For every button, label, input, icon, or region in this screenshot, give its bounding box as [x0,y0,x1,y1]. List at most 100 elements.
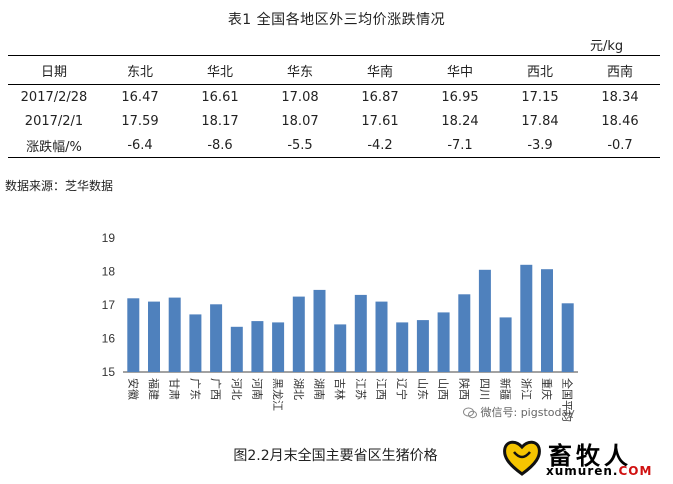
bar [499,317,512,372]
bar [168,297,181,372]
wechat-watermark: 微信号: pigstoday [463,404,575,420]
bar [210,304,223,372]
x-tick-label: 陕西 [457,378,471,400]
header-south: 华南 [340,55,420,85]
x-tick-label: 黑龙江 [271,378,284,411]
header-north: 华北 [180,55,260,85]
table-cell: 16.87 [361,89,399,105]
bar [375,301,388,372]
bar [334,324,347,372]
bar [437,312,450,372]
table-cell: 涨跌幅/% [8,133,100,158]
x-tick-label: 广西 [209,378,222,400]
x-tick-label: 福建 [147,378,161,400]
table-cell: 2017/2/1 [24,113,84,129]
table-cell: 16.61 [201,89,239,105]
table-cell: 18.46 [601,113,639,129]
x-tick-label: 吉林 [333,378,347,400]
header-central: 华中 [420,55,500,85]
x-tick-label: 全国平均 [561,378,575,422]
header-date: 日期 [8,55,100,85]
table-cell: 18.07 [281,113,319,129]
bar [354,294,367,372]
table-cell: 17.59 [121,113,159,129]
wechat-icon [463,407,477,419]
y-tick-label: 19 [102,231,116,245]
table-cell: -5.5 [260,133,340,158]
header-northwest: 西北 [500,55,580,85]
table-cell: 17.15 [521,89,559,105]
y-tick-label: 17 [102,298,116,312]
chart-svg: 15 16 17 18 19 安徽 福建 甘肃 广东 广西 河北 河南 黑龙江 湖北 湖南 吉林 江苏 江西 辽宁… [102,231,578,422]
table-cell: 16.47 [121,89,159,105]
bar [230,326,243,372]
x-tick-label: 新疆 [499,378,513,400]
table-title: 表1 全国各地区外三均价涨跌情况 [227,12,446,28]
table-cell: 17.08 [281,89,319,105]
table-cell: 18.34 [601,89,639,105]
price-table: 日期 东北 华北 华东 华南 华中 西北 西南 2017/2/28 16.47 … [8,55,660,158]
table-cell: 17.84 [521,113,559,129]
x-tick-label: 安徽 [126,378,140,400]
bar-group [127,264,574,372]
table-cell: 2017/2/28 [20,89,88,105]
x-tick-label: 江西 [375,378,388,400]
x-tick-labels: 安徽 福建 甘肃 广东 广西 河北 河南 黑龙江 湖北 湖南 吉林 江苏 江西 辽宁 山东 山西 陕西 四川 新疆浙… [126,378,574,422]
table-cell: 17.61 [361,113,399,129]
table-cell: -4.2 [340,133,420,158]
x-tick-label: 浙江 [519,378,532,400]
header-northeast: 东北 [100,55,180,85]
bar [520,264,533,372]
bar [127,298,140,372]
y-tick-label: 16 [102,332,116,346]
table-cell: -7.1 [420,133,500,158]
bar [561,303,574,372]
bar [292,296,305,372]
table-cell: 18.17 [201,113,239,129]
table-unit: 元/kg [590,39,624,54]
price-bar-chart: 15 16 17 18 19 安徽 福建 甘肃 广东 广西 河北 河南 黑龙江 湖北 湖南 吉林 江苏 江西 辽宁… [88,226,588,432]
table-cell: -3.9 [500,133,580,158]
x-tick-label: 辽宁 [395,378,409,400]
x-tick-label: 江苏 [354,378,367,400]
bar [189,314,202,372]
x-tick-label: 甘肃 [168,378,181,400]
bar [396,322,409,372]
bar [541,269,553,372]
table-row: 涨跌幅/% -6.4 -8.6 -5.5 -4.2 -7.1 -3.9 -0.7 [8,133,660,158]
table-cell: -0.7 [580,133,660,158]
chart-caption: 图2.2月末全国主要省区生猪价格 [233,448,438,464]
brand-name: 畜牧人 [548,441,632,470]
table-cell: -8.6 [180,133,260,158]
x-tick-label: 重庆 [540,378,554,400]
x-tick-label: 河北 [230,378,243,400]
wechat-id: 微信号: pigstoday [480,406,575,419]
data-source-note: 数据来源：芝华数据 [5,179,114,193]
y-tick-label: 18 [102,265,116,279]
bar [148,301,160,372]
table-row: 2017/2/28 16.47 16.61 17.08 16.87 16.95 … [8,85,660,110]
x-tick-label: 湖南 [313,378,326,400]
bar [251,321,264,372]
bar [272,322,285,372]
bar [458,294,471,372]
header-southwest: 西南 [580,55,660,85]
table-cell: -6.4 [100,133,180,158]
x-tick-label: 山东 [416,378,429,400]
table-cell: 16.95 [441,89,479,105]
x-tick-label: 山西 [437,378,450,400]
table-row: 2017/2/1 17.59 18.17 18.07 17.61 18.24 1… [8,109,660,133]
bar [416,320,429,372]
bar [478,269,491,372]
header-east: 华东 [260,55,340,85]
bar [313,289,326,372]
brand-domain: xumuren.COM [546,464,653,478]
x-tick-label: 湖北 [292,378,305,400]
table-header-row: 日期 东北 华北 华东 华南 华中 西北 西南 [8,55,660,85]
x-tick-label: 河南 [250,378,263,400]
y-tick-label: 15 [102,365,116,379]
heart-logo-icon [503,440,541,476]
x-tick-label: 四川 [478,378,491,400]
x-tick-label: 广东 [188,378,201,400]
brand-logo: 畜牧人 xumuren.COM [498,430,668,480]
